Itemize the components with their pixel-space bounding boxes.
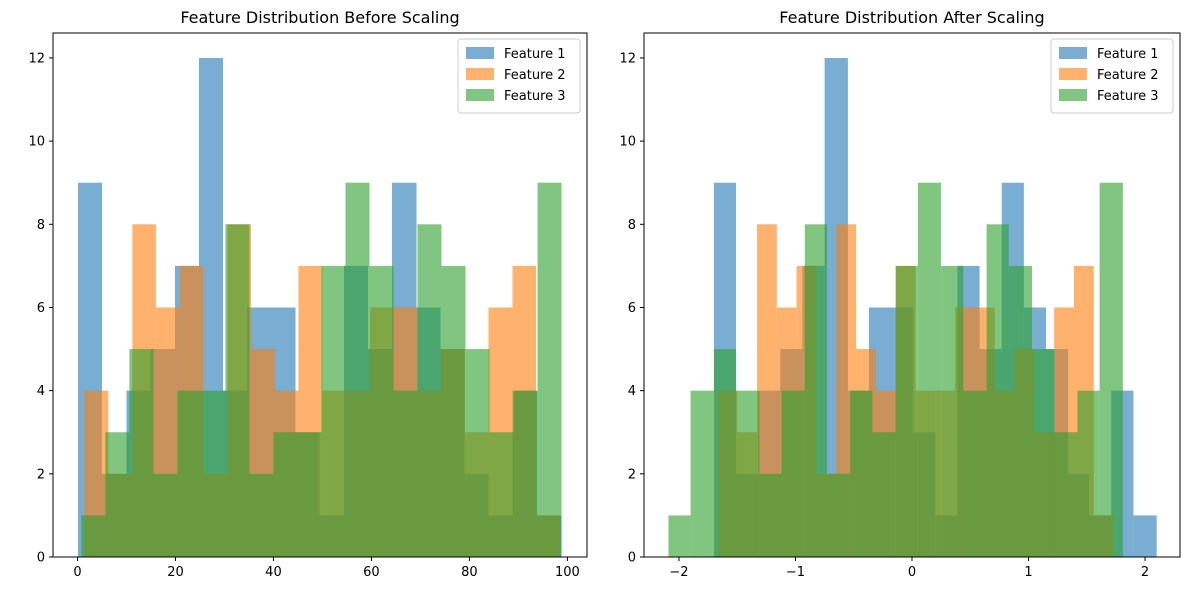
bar	[1032, 349, 1055, 557]
y-tick-label: 0	[628, 551, 636, 566]
legend-swatch	[466, 68, 494, 80]
legend-swatch	[1059, 68, 1087, 80]
bar	[1099, 182, 1123, 557]
y-tick-label: 8	[628, 218, 636, 233]
y-tick-label: 10	[28, 135, 45, 150]
x-tick-label: −1	[786, 565, 805, 580]
bar	[129, 349, 154, 557]
x-tick-label: 1	[1024, 565, 1032, 580]
y-tick-label: 6	[628, 301, 636, 316]
bar	[81, 515, 106, 557]
bar	[1077, 390, 1100, 557]
bar	[201, 390, 226, 557]
legend-swatch	[466, 89, 494, 101]
legend: Feature 1 Feature 2 Feature 3	[1050, 38, 1174, 114]
legend-swatch	[1059, 89, 1087, 101]
legend-label: Feature 3	[1097, 89, 1159, 104]
y-tick-label: 10	[619, 135, 636, 150]
x-tick-label: −2	[669, 565, 688, 580]
histogram-before-scaling: 0 20 40 60 80 100 0 2 4 6 8 10 12 Feature Distributio…	[28, 8, 588, 580]
x-tick-label: 80	[461, 565, 478, 580]
y-tick-label: 4	[37, 384, 45, 399]
bar	[369, 265, 394, 557]
bar	[417, 224, 442, 558]
bar	[736, 390, 760, 557]
bar	[941, 265, 964, 557]
y-tick-label: 0	[37, 551, 45, 566]
bar	[850, 390, 873, 557]
legend-label: Feature 1	[1097, 47, 1159, 62]
x-tick-label: 20	[167, 565, 184, 580]
bar	[917, 182, 942, 557]
bar	[321, 265, 346, 557]
bar	[393, 390, 418, 557]
bar	[986, 224, 1009, 558]
y-tick-label: 12	[619, 51, 636, 66]
bar	[1054, 432, 1078, 557]
bar	[153, 473, 178, 557]
bar	[345, 182, 370, 557]
bar	[1008, 265, 1033, 557]
x-tick-label: 60	[363, 565, 380, 580]
bar	[759, 473, 782, 557]
axes-frame	[52, 32, 588, 558]
bar	[963, 390, 987, 557]
y-tick-label: 2	[628, 467, 636, 482]
bar	[895, 265, 918, 557]
bar	[826, 473, 851, 557]
x-tick-label: 2	[1141, 565, 1149, 580]
bar	[513, 390, 538, 557]
bar	[489, 432, 514, 557]
legend-label: Feature 3	[504, 89, 566, 104]
bar	[804, 224, 827, 558]
bar	[781, 390, 805, 557]
legend-label: Feature 2	[504, 68, 566, 83]
legend-swatch	[1059, 47, 1087, 59]
bar	[105, 432, 130, 557]
legend-label: Feature 1	[504, 47, 566, 62]
y-tick-label: 8	[37, 218, 45, 233]
bar	[249, 473, 274, 557]
series-3	[81, 182, 562, 558]
x-tick-label: 40	[265, 565, 282, 580]
bar	[297, 432, 322, 557]
legend-label: Feature 2	[1097, 68, 1159, 83]
bar	[1133, 515, 1157, 557]
y-tick-label: 2	[37, 467, 45, 482]
bar	[690, 390, 714, 557]
legend: Feature 1 Feature 2 Feature 3	[457, 38, 581, 114]
bar	[465, 349, 490, 557]
legend-swatch	[466, 47, 494, 59]
bar	[441, 265, 466, 557]
bar	[537, 182, 562, 557]
bar	[668, 515, 691, 557]
bar	[225, 224, 250, 558]
y-tick-label: 6	[37, 301, 45, 316]
bar	[872, 432, 896, 557]
bar	[273, 432, 298, 557]
y-tick-label: 12	[28, 51, 45, 66]
x-tick-label: 100	[555, 565, 580, 580]
y-tick-label: 4	[628, 384, 636, 399]
series-3	[668, 182, 1123, 558]
bar	[713, 349, 737, 557]
x-tick-label: 0	[73, 565, 81, 580]
chart-title: Feature Distribution Before Scaling	[180, 8, 459, 27]
chart-title: Feature Distribution After Scaling	[779, 8, 1044, 27]
bar	[177, 390, 202, 557]
bar	[757, 224, 777, 558]
x-tick-label: 0	[908, 565, 916, 580]
